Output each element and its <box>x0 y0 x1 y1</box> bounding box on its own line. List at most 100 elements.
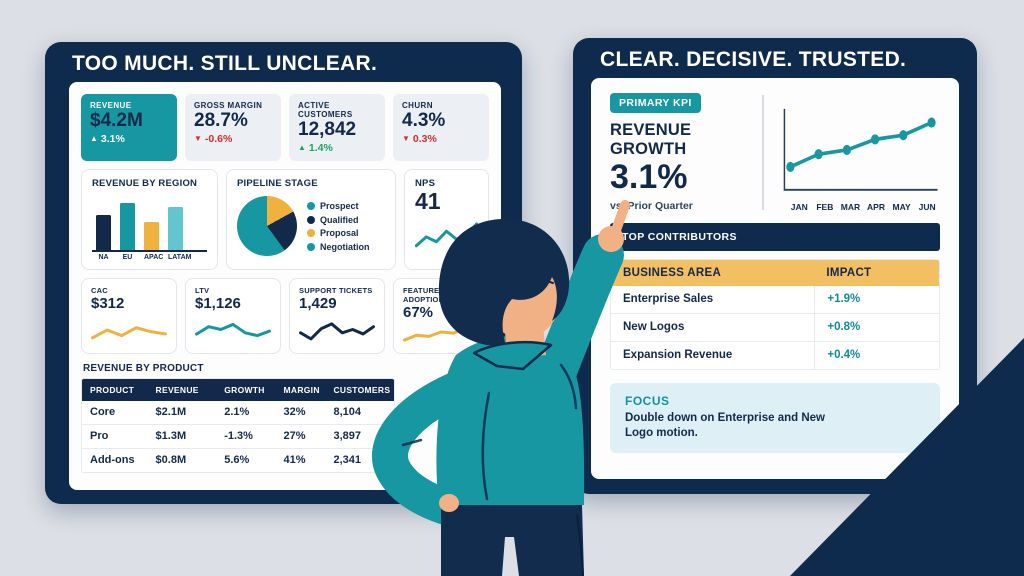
kpi-value: 28.7% <box>194 110 248 131</box>
primary-kpi-block: PRIMARY KPI REVENUE GROWTH 3.1% vs. Prio… <box>610 93 940 212</box>
kpi-label: ACTIVE CUSTOMERS <box>298 101 353 119</box>
legend-item: Prospect <box>307 201 370 211</box>
support-tickets-card: SUPPORT TICKETS 1,429 <box>289 277 385 354</box>
jacket-creases <box>401 363 578 501</box>
pipeline-pie-chart <box>237 196 297 257</box>
region-bar-chart <box>92 189 207 252</box>
table-row: Pro $1.3M -1.3% 27% 3,897 <box>82 424 395 449</box>
region-bar-labels: NA EU APAC LATAM <box>92 252 207 261</box>
month-label: FEB <box>816 201 834 212</box>
kpi-card-gross-margin: GROSS MARGIN 28.7% ▼ -0.6% <box>185 94 281 161</box>
contributors-table-header: BUSINESS AREA IMPACT <box>611 259 939 286</box>
person-left-arm <box>372 373 471 526</box>
revenue-growth-chart: JAN FEB MAR APR MAY JUN <box>777 93 941 212</box>
table-title: REVENUE BY PRODUCT <box>83 362 204 374</box>
card-title: PIPELINE STAGE <box>237 177 318 189</box>
person-hip-hand <box>439 494 459 512</box>
person-pants <box>441 505 584 576</box>
pants-crease <box>576 514 584 576</box>
person-collar <box>472 340 553 371</box>
person-torso <box>436 335 585 505</box>
cac-card: CAC $312 <box>81 277 177 354</box>
trend-down-icon: ▼ <box>402 134 410 144</box>
person-hair <box>438 218 570 346</box>
primary-kpi-value: 3.1% <box>610 158 688 196</box>
legend-item: Proposal <box>307 228 370 238</box>
nps-value: 41 <box>415 187 441 214</box>
metric-label: CAC <box>91 285 108 295</box>
legend-dot-icon <box>307 242 315 251</box>
region-bar <box>96 214 111 250</box>
revenue-by-product-section: REVENUE BY PRODUCT PRODUCT REVENUE GROWT… <box>81 362 489 478</box>
kpi-delta: ▲ 1.4% <box>298 141 333 154</box>
cluttered-dashboard-panel: TOO MUCH. STILL UNCLEAR. REVENUE $4.2M ▲… <box>45 42 522 504</box>
trend-up-icon: ▲ <box>298 143 306 153</box>
metric-label: SUPPORT TICKETS <box>299 285 373 295</box>
kpi-card-churn: CHURN 4.3% ▼ 0.3% <box>393 94 489 161</box>
month-label: MAY <box>892 201 911 212</box>
primary-kpi-badge: PRIMARY KPI <box>610 93 701 113</box>
legend-item: Qualified <box>307 215 370 225</box>
kpi-value: 12,842 <box>298 119 357 140</box>
top-contributors-header: TOP CONTRIBUTORS <box>610 222 940 251</box>
focus-title: FOCUS <box>625 393 670 408</box>
ltv-sparkline <box>195 313 271 346</box>
month-label: JAN <box>790 201 808 212</box>
person-pointing-finger <box>610 200 630 238</box>
kpi-label: REVENUE <box>90 101 132 110</box>
metric-value: $1,126 <box>195 294 241 312</box>
month-axis-labels: JAN FEB MAR APR MAY JUN <box>777 202 941 212</box>
product-table-header: PRODUCT REVENUE GROWTH MARGIN CUSTOMERS <box>82 378 395 401</box>
divider <box>762 95 764 210</box>
kpi-label: CHURN <box>402 101 433 110</box>
focus-text: Double down on Enterprise and New Logo m… <box>625 411 825 440</box>
region-bar <box>120 203 135 250</box>
product-table: PRODUCT REVENUE GROWTH MARGIN CUSTOMERS … <box>81 377 396 473</box>
nps-card: NPS 41 <box>404 168 489 270</box>
trend-up-icon: ▲ <box>90 134 98 144</box>
region-bar <box>168 207 183 250</box>
focus-callout: FOCUS Double down on Enterprise and New … <box>610 382 940 453</box>
bar-label: LATAM <box>168 253 192 261</box>
card-title: NPS <box>415 177 436 189</box>
table-row: Core $2.1M 2.1% 32% 8,104 <box>82 400 395 425</box>
support-tickets-sparkline <box>299 313 375 346</box>
kpi-label: GROSS MARGIN <box>194 101 263 110</box>
bar-label: NA <box>98 253 109 261</box>
month-label: MAR <box>840 201 861 212</box>
kpi-delta: ▲ 3.1% <box>90 132 125 145</box>
table-row: Add-ons $0.8M 5.6% 41% 2,341 <box>82 448 395 472</box>
contributors-table: BUSINESS AREA IMPACT Enterprise Sales +1… <box>610 258 940 370</box>
card-title: REVENUE BY REGION <box>92 177 198 189</box>
table-row: New Logos +0.8% <box>611 313 939 342</box>
revenue-by-region-card: REVENUE BY REGION NA EU APAC LATAM <box>81 168 218 270</box>
metric-value: $312 <box>91 294 125 312</box>
table-row: Expansion Revenue +0.4% <box>611 341 939 369</box>
bar-label: EU <box>122 253 133 261</box>
kpi-row: REVENUE $4.2M ▲ 3.1% GROSS MARGIN 28.7% ▼… <box>81 94 489 161</box>
primary-kpi-label: REVENUE GROWTH <box>610 121 692 158</box>
month-label: APR <box>867 201 885 212</box>
kpi-card-revenue: REVENUE $4.2M ▲ 3.1% <box>81 94 177 161</box>
pipeline-stage-card: PIPELINE STAGE Prospect Qualified Propos… <box>226 168 396 270</box>
legend-dot-icon <box>307 202 315 211</box>
line-chart <box>783 108 938 191</box>
ltv-card: LTV $1,126 <box>185 277 281 354</box>
metric-value: 67% <box>403 303 434 321</box>
kpi-value: $4.2M <box>90 110 143 131</box>
person-illustration <box>372 200 630 576</box>
right-dashboard-body: PRIMARY KPI REVENUE GROWTH 3.1% vs. Prio… <box>591 78 959 479</box>
left-dashboard-body: REVENUE $4.2M ▲ 3.1% GROSS MARGIN 28.7% ▼… <box>69 82 501 490</box>
kpi-value: 4.3% <box>402 110 446 131</box>
trend-down-icon: ▼ <box>194 134 202 144</box>
charts-row: REVENUE BY REGION NA EU APAC LATAM PIPELINE… <box>81 168 489 270</box>
pipeline-legend: Prospect Qualified Proposal Negotiation <box>307 201 370 252</box>
metric-label: FEATURE ADOPTION <box>403 285 445 304</box>
bar-label: APAC <box>144 253 164 261</box>
kpi-card-active-customers: ACTIVE CUSTOMERS 12,842 ▲ 1.4% <box>289 94 385 161</box>
legend-dot-icon <box>307 215 315 224</box>
metric-label: LTV <box>195 285 210 295</box>
primary-kpi-subtitle: vs. Prior Quarter <box>610 199 693 212</box>
region-bar <box>144 222 159 250</box>
right-panel-title: CLEAR. DECISIVE. TRUSTED. <box>600 48 907 71</box>
